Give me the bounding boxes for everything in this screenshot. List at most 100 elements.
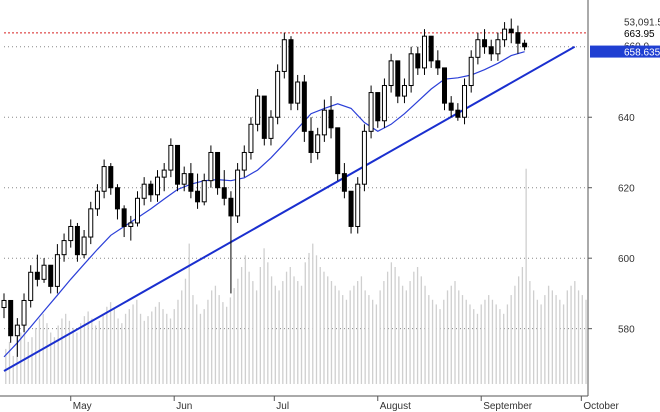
candlestick — [188, 163, 194, 199]
candlestick — [114, 184, 120, 220]
volume-bar — [327, 276, 329, 384]
volume-bar — [585, 299, 587, 384]
volume-bar — [386, 271, 389, 384]
volume-bar — [203, 309, 205, 384]
x-tick-label: Jun — [176, 401, 192, 412]
volume-bar — [499, 309, 501, 384]
candle-body-up — [61, 240, 67, 256]
volume-bar — [428, 295, 430, 384]
candle-body-up — [168, 144, 174, 171]
y-tick-label: 640 — [618, 113, 635, 124]
volume-bar — [181, 290, 183, 384]
volume-bar — [106, 306, 108, 384]
candle-body-down — [8, 299, 14, 337]
candlestick — [28, 265, 34, 308]
candlestick — [401, 78, 407, 104]
candle-body-up — [28, 271, 34, 301]
volume-bar — [31, 337, 33, 384]
volume-bar — [282, 281, 284, 384]
x-tick-label: May — [73, 401, 92, 412]
candle-body-down — [188, 173, 194, 192]
candle-body-down — [455, 109, 461, 118]
volume-bar — [188, 243, 190, 384]
candle-body-up — [408, 53, 414, 87]
volume-bar — [315, 255, 318, 384]
volume-bar — [300, 285, 303, 384]
candlestick — [88, 201, 94, 245]
volume-bar — [196, 304, 198, 384]
x-tick-label: October — [583, 401, 619, 412]
candlestick — [248, 117, 254, 160]
volume-bar — [252, 281, 254, 384]
candle-body-up — [54, 254, 60, 287]
candlestick — [475, 32, 481, 65]
volume-bar — [20, 332, 22, 384]
volume-bar — [465, 299, 467, 384]
candlestick — [355, 177, 361, 234]
volume-bar — [461, 295, 464, 384]
candlestick — [275, 64, 281, 125]
candle-body-up — [368, 92, 374, 132]
candle-body-up — [315, 134, 321, 153]
candlestick — [395, 60, 401, 104]
candle-body-up — [21, 299, 27, 326]
candlestick — [361, 124, 367, 192]
candle-body-down — [482, 39, 488, 48]
candlestick — [134, 191, 140, 227]
candle-body-up — [468, 56, 474, 87]
volume-bar — [87, 311, 89, 384]
candle-body-up — [94, 190, 100, 210]
volume-bar — [162, 309, 164, 384]
candle-body-up — [388, 60, 394, 87]
support-trendline — [3, 45, 576, 372]
price-tag: 53,091.59 — [590, 15, 660, 28]
volume-bar — [521, 267, 524, 384]
x-tick-label: September — [483, 401, 533, 412]
volume-bar — [263, 248, 265, 384]
candle-body-up — [321, 109, 327, 136]
volume-bar — [330, 281, 333, 384]
candlestick — [141, 177, 147, 206]
volume-bar — [312, 243, 314, 384]
volume-bar — [390, 262, 393, 384]
price-tag-label: 663.95 — [624, 29, 655, 40]
volume-bar — [577, 290, 580, 384]
price-tag: 663.95 — [590, 26, 660, 40]
candle-body-down — [228, 197, 234, 217]
candle-body-down — [415, 53, 421, 69]
volume-bar — [229, 297, 232, 384]
candlestick — [482, 29, 488, 54]
candle-body-up — [295, 81, 301, 104]
candle-body-up — [275, 70, 281, 118]
candlestick — [241, 145, 247, 178]
volume-bar — [91, 318, 93, 384]
volume-bar — [113, 309, 115, 384]
candle-body-down — [335, 127, 341, 175]
volume-bar — [401, 285, 404, 384]
volume-bar — [207, 299, 209, 384]
volume-bar — [413, 271, 415, 384]
candle-body-down — [34, 271, 40, 280]
candle-body-down — [508, 28, 514, 34]
volume-bar — [278, 290, 280, 384]
volume-bar — [503, 313, 505, 384]
volume-bar — [46, 323, 48, 384]
volume-bar — [259, 267, 261, 384]
candle-body-down — [395, 60, 401, 97]
x-tick-label: Jul — [276, 401, 289, 412]
volume-bar — [16, 337, 18, 384]
volume-bar — [338, 290, 340, 384]
candlestick — [368, 85, 374, 139]
volume-bar — [525, 168, 527, 384]
candle-body-up — [255, 95, 261, 125]
volume-bar — [357, 281, 359, 384]
volume-bar — [476, 313, 479, 384]
volume-bar — [128, 309, 130, 384]
volume-bar — [132, 304, 134, 384]
candle-body-down — [328, 109, 334, 129]
volume-bar — [368, 295, 370, 384]
volume-bar — [192, 295, 194, 384]
volume-bar — [514, 285, 516, 384]
candle-body-up — [1, 299, 7, 309]
